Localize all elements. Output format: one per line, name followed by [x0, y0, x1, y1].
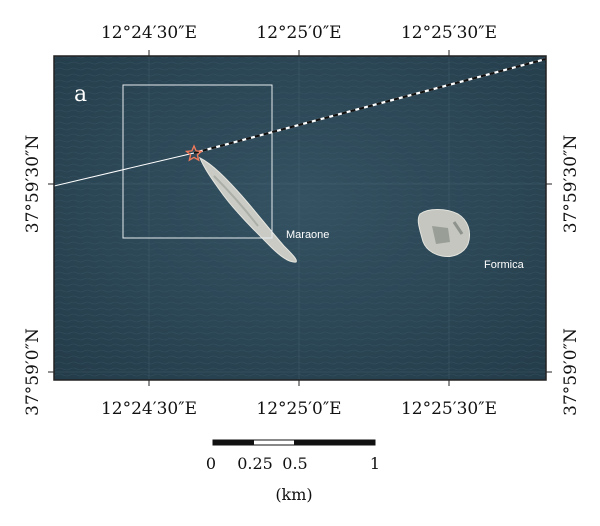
scale-bar: 0 0.25 0.5 1 (km): [206, 439, 380, 504]
bottom-longitude-label: 12°25′30″E: [401, 399, 497, 419]
inset-box: [122, 84, 273, 239]
right-latitude-label: 37°59′0″N: [561, 328, 581, 416]
cable-line: [54, 152, 195, 187]
top-longitude-label: 12°24′30″E: [101, 23, 197, 43]
scale-tick-label: 1: [370, 454, 380, 473]
route-dashes: [193, 57, 546, 155]
map-frame: [53, 55, 547, 381]
scale-unit-label: (km): [275, 485, 312, 504]
left-latitude-label: 37°59′0″N: [23, 328, 43, 416]
bottom-longitude-label: 12°24′30″E: [101, 399, 197, 419]
star-icon: [184, 144, 204, 162]
scale-tick-label: 0.25: [237, 454, 273, 473]
top-longitude-label: 12°25′30″E: [401, 23, 497, 43]
panel-letter: a: [74, 82, 87, 107]
frame-ticks: [48, 50, 552, 386]
left-latitude-label: 37°59′30″N: [23, 135, 43, 234]
satellite-image: [54, 56, 546, 380]
place-label-formica: Formica: [484, 259, 525, 271]
scale-tick-label: 0.5: [282, 454, 307, 473]
right-latitude-label: 37°59′30″N: [561, 135, 581, 234]
top-longitude-label: 12°25′0″E: [256, 23, 341, 43]
bottom-longitude-label: 12°25′0″E: [256, 399, 341, 419]
sea-texture: [54, 56, 546, 380]
scale-tick-label: 0: [206, 454, 216, 473]
place-label-maraone: Maraone: [286, 229, 329, 241]
